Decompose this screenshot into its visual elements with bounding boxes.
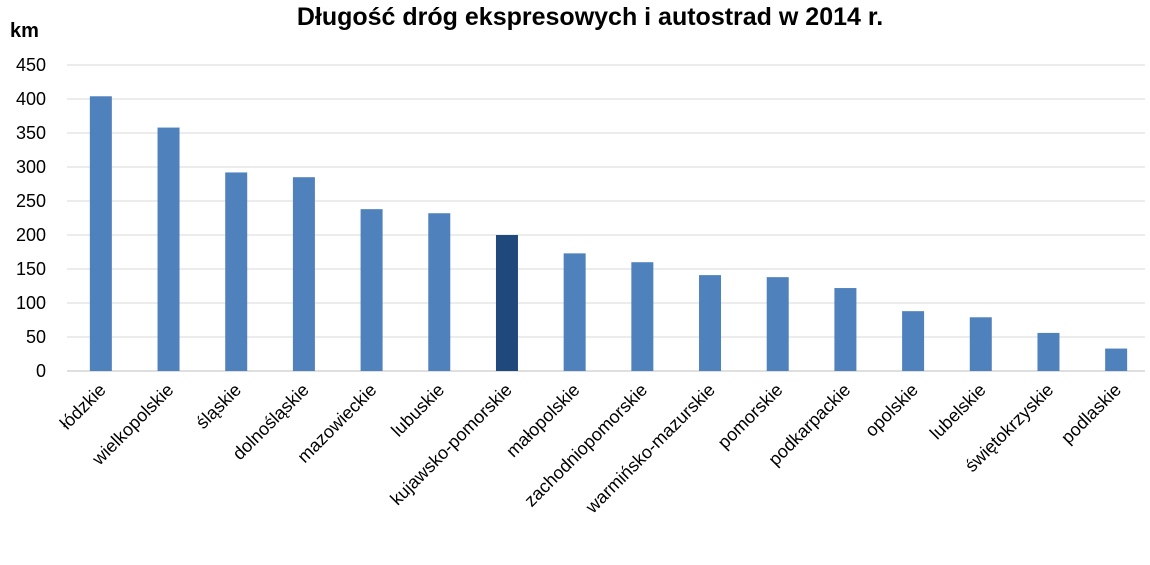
x-tick-label: łódzkie xyxy=(56,380,110,434)
x-tick-label: warmińsko-mazurskie xyxy=(581,380,719,518)
x-tick-label: lubuskie xyxy=(387,380,448,441)
bar-zachodniopomorskie xyxy=(631,262,654,371)
x-tick-label: podlaskie xyxy=(1057,380,1125,448)
y-tick-label: 350 xyxy=(16,123,46,143)
x-tick-label: pomorskie xyxy=(714,380,787,453)
bar-kujawsko-pomorskie xyxy=(495,235,518,371)
bar-lubuskie xyxy=(428,213,451,371)
y-tick-label: 150 xyxy=(16,259,46,279)
x-tick-label: lubelskie xyxy=(926,380,990,444)
bar-pomorskie xyxy=(766,277,789,371)
y-tick-label: 450 xyxy=(16,55,46,75)
y-tick-label: 250 xyxy=(16,191,46,211)
bar-małopolskie xyxy=(563,253,586,371)
y-tick-label: 0 xyxy=(36,361,46,381)
x-tick-label: kujawsko-pomorskie xyxy=(386,380,515,509)
bars xyxy=(89,96,1128,371)
y-axis-ticks: 0 50 100 150 200 250 300 350 400 450 xyxy=(16,55,46,381)
bar-świętokrzyskie xyxy=(1037,332,1060,371)
x-tick-label: zachodniopomorskie xyxy=(520,380,651,511)
y-axis-unit-label: km xyxy=(10,20,39,42)
y-tick-label: 100 xyxy=(16,293,46,313)
y-tick-label: 50 xyxy=(26,327,46,347)
y-tick-label: 200 xyxy=(16,225,46,245)
bar-dolnośląskie xyxy=(292,177,315,371)
bar-podkarpackie xyxy=(834,288,857,371)
bar-opolskie xyxy=(902,311,925,371)
bar-wielkopolskie xyxy=(157,127,180,371)
bar-podlaskie xyxy=(1105,348,1128,371)
bar-łódzkie xyxy=(89,96,112,371)
x-tick-label: śląskie xyxy=(192,380,245,433)
y-tick-label: 400 xyxy=(16,89,46,109)
y-tick-label: 300 xyxy=(16,157,46,177)
bar-mazowieckie xyxy=(360,209,383,371)
bar-lubelskie xyxy=(969,317,992,371)
bar-śląskie xyxy=(225,172,248,371)
chart-title: Długość dróg ekspresowych i autostrad w … xyxy=(297,3,883,31)
x-tick-label: opolskie xyxy=(861,380,922,441)
bar-warmińsko-mazurskie xyxy=(699,275,722,371)
